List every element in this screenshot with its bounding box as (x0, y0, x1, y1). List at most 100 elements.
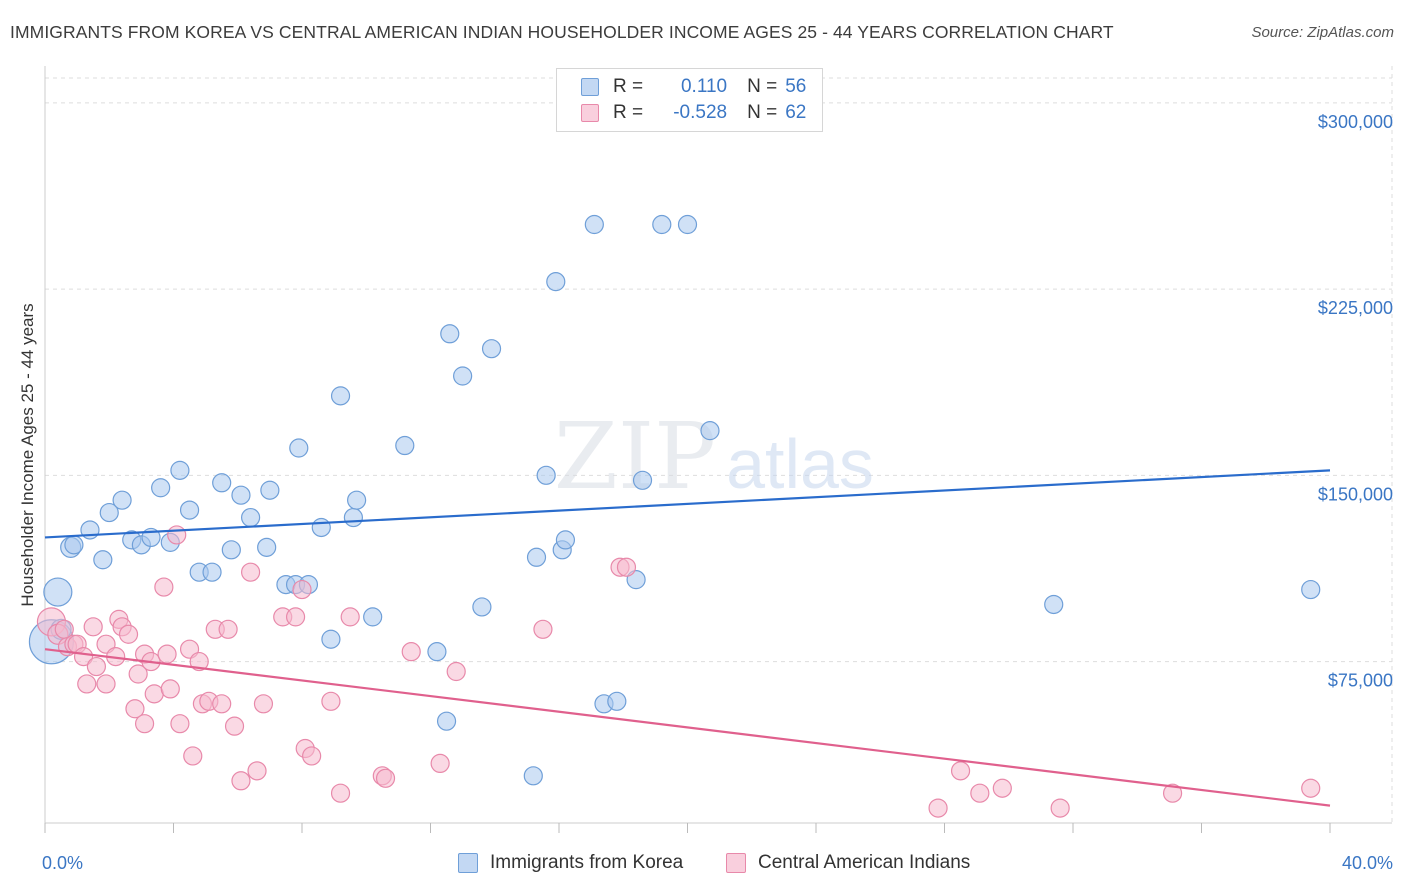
korea-point (700, 421, 720, 441)
cai-point (160, 679, 180, 699)
korea-point (395, 435, 415, 456)
korea-point (99, 502, 119, 523)
korea-point (321, 629, 341, 649)
legend-n-value: 62 (785, 102, 807, 123)
cai-point (247, 761, 267, 781)
korea-point (546, 272, 566, 292)
korea-point (472, 597, 492, 617)
korea-point (436, 711, 457, 731)
x-tick-labels: 0.0% 40.0% (42, 853, 1393, 873)
chart-title: IMMIGRANTS FROM KOREA VS CENTRAL AMERICA… (10, 22, 1114, 42)
cai-point (446, 661, 466, 682)
cai-point (231, 771, 251, 791)
korea-point (151, 478, 171, 498)
legend-r-label: R = (613, 76, 644, 97)
cai-point (375, 768, 396, 788)
korea-point (555, 530, 576, 550)
cai-point (1162, 783, 1183, 803)
korea-point (202, 562, 222, 582)
cai-point (1301, 778, 1321, 798)
cai-point (86, 656, 107, 677)
korea-point (260, 480, 280, 500)
cai-point (321, 691, 341, 711)
legend-n-label: N = (747, 102, 778, 123)
legend-label-korea: Immigrants from Korea (490, 852, 684, 873)
legend-r-value: 0.110 (680, 76, 728, 97)
y-axis-label: Householder Income Ages 25 - 44 years (18, 303, 37, 606)
korea-point (347, 490, 367, 510)
korea-point (363, 607, 383, 627)
korea-point (231, 485, 251, 505)
korea-point (652, 214, 672, 235)
korea-point (43, 577, 73, 607)
korea-point (427, 642, 447, 662)
cai-point (189, 651, 209, 672)
cai-point (134, 714, 155, 734)
series-cai-points (36, 525, 1321, 818)
correlation-legend: R = 0.110 N = 56 R = -0.528 N = 62 (556, 68, 823, 132)
cai-point (128, 664, 148, 684)
cai-point (170, 714, 190, 734)
legend-n-label: N = (747, 76, 778, 97)
korea-point (289, 438, 309, 458)
series-legend: Immigrants from Korea Central American I… (0, 852, 1406, 876)
korea-point (523, 766, 543, 786)
cai-point (218, 619, 238, 639)
cai-point (183, 746, 203, 766)
korea-point (330, 386, 351, 406)
korea-point (453, 366, 473, 386)
cai-point (401, 642, 421, 662)
korea-point (179, 500, 200, 520)
cai-point (118, 624, 139, 644)
korea-point (221, 540, 241, 560)
cai-point (950, 761, 971, 781)
y-tick-label: $150,000 (1318, 484, 1393, 504)
legend-r-value: -0.528 (673, 102, 728, 123)
legend-swatch-korea (581, 78, 599, 96)
korea-point (1044, 594, 1064, 615)
y-tick-label: $75,000 (1328, 671, 1393, 691)
cai-point (340, 607, 360, 627)
cai-point (292, 579, 312, 600)
cai-point (77, 674, 97, 694)
axes (44, 66, 1392, 833)
korea-point (311, 517, 331, 538)
watermark-atlas: atlas (726, 425, 874, 503)
legend-swatch-cai (726, 853, 746, 873)
korea-point (1301, 579, 1321, 600)
korea-point (584, 214, 604, 235)
watermark: ZIP atlas (554, 403, 874, 510)
cai-point (212, 694, 232, 714)
cai-point (533, 619, 553, 639)
cai-point (253, 694, 274, 714)
korea-point (526, 547, 547, 567)
cai-point (430, 753, 450, 774)
korea-point (343, 507, 363, 528)
korea-point (632, 470, 653, 490)
cai-point (285, 607, 306, 627)
cai-point (96, 674, 116, 694)
korea-point (112, 490, 132, 510)
cai-point (224, 716, 245, 736)
y-tick-label: $300,000 (1318, 112, 1393, 132)
cai-point (992, 778, 1012, 798)
cai-point (330, 783, 351, 803)
legend-row-cai: R = -0.528 N = 62 (581, 101, 806, 125)
cai-point (125, 699, 145, 719)
korea-point (170, 460, 190, 480)
cai-point (302, 746, 322, 766)
korea-point (677, 214, 698, 235)
x-tick-label: 0.0% (42, 853, 83, 873)
cai-point (144, 684, 164, 704)
cai-trend-line (44, 648, 1331, 807)
korea-point (93, 550, 113, 570)
korea-point (257, 537, 277, 557)
korea-point (536, 465, 556, 485)
trend-lines (44, 469, 1331, 807)
watermark-zip: ZIP (554, 403, 716, 510)
cai-point (970, 783, 990, 803)
legend-item-korea: Immigrants from Korea (458, 852, 683, 874)
cai-point (241, 562, 261, 582)
korea-point (212, 473, 232, 493)
